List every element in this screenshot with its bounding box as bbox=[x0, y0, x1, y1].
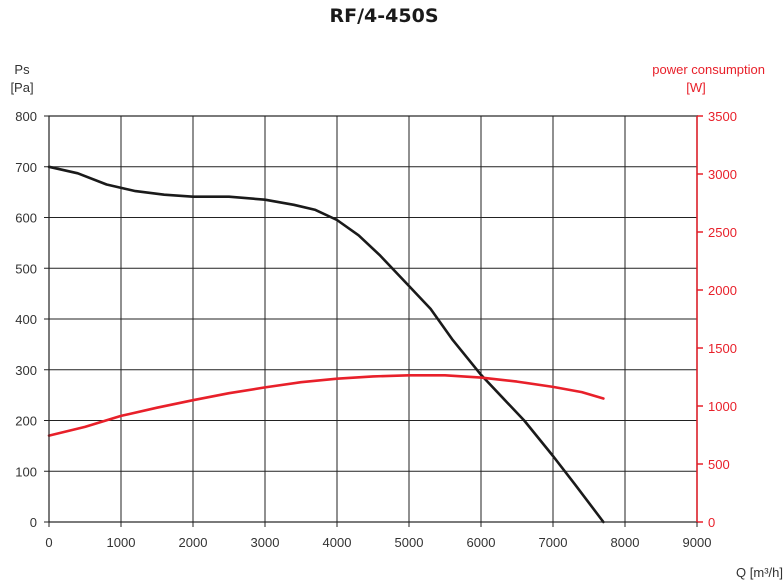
chart-title: RF/4-450S bbox=[330, 5, 439, 27]
right-tick-label-2: 1000 bbox=[708, 399, 737, 414]
left-tick-label-5: 500 bbox=[15, 261, 37, 276]
series-lines bbox=[47, 165, 605, 524]
left-tick-label-4: 400 bbox=[15, 312, 37, 327]
x-tick-label-0: 0 bbox=[45, 535, 52, 550]
x-tick-label-7: 7000 bbox=[539, 535, 568, 550]
left-axis-label: Ps bbox=[14, 62, 30, 77]
left-tick-label-0: 0 bbox=[30, 515, 37, 530]
right-axis-unit: [W] bbox=[686, 80, 706, 95]
right-tick-label-3: 1500 bbox=[708, 341, 737, 356]
left-tick-label-6: 600 bbox=[15, 211, 37, 226]
x-tick-label-6: 6000 bbox=[467, 535, 496, 550]
x-tick-label-4: 4000 bbox=[323, 535, 352, 550]
right-tick-label-7: 3500 bbox=[708, 109, 737, 124]
right-axis-label: power consumption bbox=[652, 62, 765, 77]
x-tick-label-5: 5000 bbox=[395, 535, 424, 550]
right-axis-ticks: 0 500 1000 1500 2000 2500 3000 3500 bbox=[697, 109, 737, 530]
left-axis-unit: [Pa] bbox=[10, 80, 33, 95]
right-tick-label-0: 0 bbox=[708, 515, 715, 530]
left-axis-ticks: 0 100 200 300 400 500 600 700 800 bbox=[15, 109, 49, 530]
right-tick-label-1: 500 bbox=[708, 457, 730, 472]
left-tick-label-3: 300 bbox=[15, 363, 37, 378]
power-consumption-curve bbox=[47, 373, 605, 437]
left-tick-label-8: 800 bbox=[15, 109, 37, 124]
x-tick-label-2: 2000 bbox=[179, 535, 208, 550]
left-tick-label-1: 100 bbox=[15, 464, 37, 479]
right-tick-label-4: 2000 bbox=[708, 283, 737, 298]
left-tick-label-7: 700 bbox=[15, 160, 37, 175]
right-tick-label-5: 2500 bbox=[708, 225, 737, 240]
grid bbox=[48, 115, 698, 523]
x-tick-label-3: 3000 bbox=[251, 535, 280, 550]
right-tick-label-6: 3000 bbox=[708, 167, 737, 182]
x-tick-label-8: 8000 bbox=[611, 535, 640, 550]
static-pressure-curve bbox=[47, 165, 605, 524]
x-tick-label-1: 1000 bbox=[107, 535, 136, 550]
x-tick-label-9: 9000 bbox=[683, 535, 712, 550]
x-axis-label: Q [m³/h] bbox=[736, 565, 783, 580]
x-axis-ticks: 0 1000 2000 3000 4000 5000 6000 7000 8000 9000 bbox=[45, 522, 711, 550]
left-tick-label-2: 200 bbox=[15, 414, 37, 429]
